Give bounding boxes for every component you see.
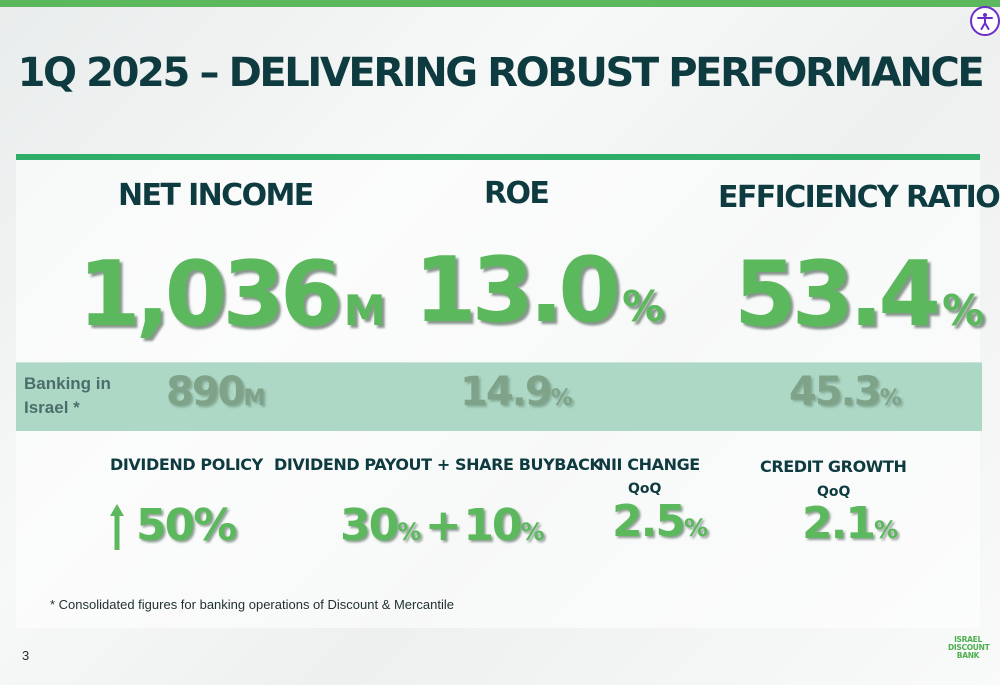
net-income-number: 1,036 — [78, 242, 343, 347]
dividend-policy-number: 50% — [136, 500, 237, 551]
roe-number: 13.0 — [414, 238, 621, 343]
dividend-payout-label: DIVIDEND PAYOUT + SHARE BUYBACK — [274, 455, 602, 474]
banking-efficiency-unit: % — [879, 386, 902, 411]
credit-growth-label: CREDIT GROWTH — [760, 457, 907, 476]
credit-growth-number: 2.1 — [802, 498, 876, 549]
credit-growth-sublabel: QoQ — [817, 484, 851, 500]
banking-label-line2: Israel * — [24, 398, 80, 417]
efficiency-ratio-number: 53.4 — [734, 242, 941, 347]
dividend-payout-number1: 30 — [340, 500, 399, 551]
accessibility-button[interactable] — [970, 6, 1000, 36]
efficiency-ratio-unit: % — [942, 286, 985, 335]
dividend-policy-value: 50% — [136, 500, 237, 551]
nii-change-number: 2.5 — [612, 496, 686, 547]
efficiency-ratio-label: EFFICIENCY RATIO — [718, 180, 1000, 215]
banking-in-israel-label: Banking in Israel * — [24, 372, 144, 420]
nii-change-value: 2.5% — [612, 496, 708, 547]
banking-efficiency-number: 45.3 — [789, 369, 882, 415]
footnote: * Consolidated figures for banking opera… — [50, 597, 454, 612]
nii-change-label: NII CHANGE — [598, 455, 700, 474]
roe-value: 13.0% — [414, 238, 664, 343]
credit-growth-unit: % — [873, 516, 898, 544]
dividend-payout-value: 30% + 10% — [340, 500, 545, 551]
banking-in-israel-band — [16, 362, 982, 431]
dividend-policy-label: DIVIDEND POLICY — [110, 455, 263, 474]
top-accent-bar — [0, 0, 1000, 7]
panel-divider — [16, 154, 980, 160]
slide-title: 1Q 2025 – DELIVERING ROBUST PERFORMANCE — [17, 50, 985, 96]
roe-label: ROE — [484, 176, 550, 211]
net-income-value: 1,036 M — [78, 242, 385, 347]
bank-logo: ISRAEL DISCOUNT BANK — [948, 635, 990, 660]
net-income-unit: M — [343, 286, 386, 335]
banking-label-line1: Banking in — [24, 374, 111, 393]
dividend-payout-unit2: % — [520, 518, 545, 546]
banking-roe-number: 14.9 — [460, 369, 553, 415]
dividend-payout-number2: 10 — [463, 500, 522, 551]
roe-unit: % — [622, 282, 665, 331]
banking-efficiency-value: 45.3% — [789, 369, 902, 415]
arrow-up-icon — [110, 504, 124, 550]
banking-net-income-number: 890 — [166, 369, 245, 415]
nii-change-unit: % — [683, 514, 708, 542]
nii-change-sublabel: QoQ — [628, 481, 662, 497]
banking-roe-unit: % — [550, 386, 573, 411]
page-number: 3 — [22, 648, 30, 663]
efficiency-ratio-value: 53.4% — [734, 242, 984, 347]
dividend-payout-plus: + — [424, 500, 462, 551]
logo-line3: BANK — [956, 651, 980, 660]
net-income-label: NET INCOME — [118, 178, 314, 213]
banking-roe-value: 14.9% — [460, 369, 573, 415]
logo-line1: ISRAEL — [954, 635, 982, 644]
accessibility-icon — [977, 13, 993, 30]
banking-net-income-unit: M — [243, 386, 266, 411]
dividend-payout-unit1: % — [397, 518, 422, 546]
banking-net-income-value: 890M — [166, 369, 265, 415]
logo-line2: DISCOUNT — [948, 643, 990, 652]
credit-growth-value: 2.1% — [802, 498, 898, 549]
